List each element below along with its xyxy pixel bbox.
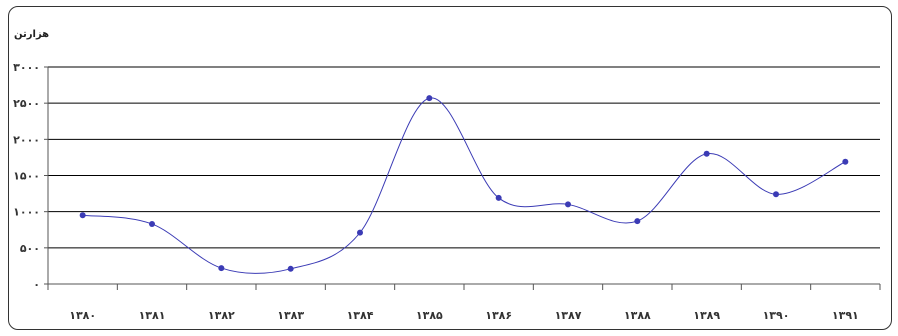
data-point [79,212,86,219]
y-tick-label: ۱۰۰۰ [13,206,40,219]
y-tick-label: ۳۰۰۰ [13,61,40,74]
data-point [842,158,849,165]
data-point [773,191,779,198]
series-line [82,97,846,274]
x-tick-label: ۱۳۹۱ [832,309,859,322]
x-tick-label: ۱۳۸۶ [485,309,512,322]
y-tick-label: ۱۵۰۰ [13,170,40,183]
x-tick-label: ۱۳۸۱ [139,309,166,322]
chart-frame [8,6,892,330]
data-point [634,218,641,225]
data-point [495,194,502,201]
x-tick-label: ۱۳۸۰ [69,309,96,322]
y-tick-label: ۲۵۰۰ [13,97,40,110]
y-tick-label: ۰ [33,278,40,291]
x-tick-label: ۱۳۸۵ [416,309,443,322]
data-point [426,95,433,102]
y-axis-ticks: ۰ ۵۰۰ ۱۰۰۰ ۱۵۰۰ ۲۰۰۰ ۲۵۰۰ ۳۰۰۰ [13,61,48,291]
data-point [565,201,571,208]
x-tick-label: ۱۳۸۹ [693,309,720,322]
data-point [287,265,294,272]
x-axis [47,67,881,290]
y-tick-label: ۵۰۰ [20,242,40,255]
data-point [218,265,225,272]
data-point [357,229,363,236]
data-point [149,220,155,227]
x-axis-ticks: ۱۳۸۰ ۱۳۸۱ ۱۳۸۲ ۱۳۸۳ ۱۳۸۴ ۱۳۸۵ ۱۳۸۶ ۱۳۸۷ ۱۳۸۸ ۱۳۸۹… [69,309,859,322]
x-tick-label: ۱۳۸۲ [208,309,235,322]
gridlines [48,66,880,249]
x-tick-label: ۱۳۹۰ [763,309,790,322]
x-tick-label: ۱۳۸۸ [624,309,651,322]
y-tick-label: ۲۰۰۰ [13,133,40,146]
x-tick-label: ۱۳۸۴ [347,309,374,322]
x-tick-label: ۱۳۸۳ [277,309,304,322]
y-unit-label: هزارتن [14,29,49,40]
data-point [703,150,710,157]
x-tick-label: ۱۳۸۷ [555,309,582,322]
series-markers [79,95,849,272]
